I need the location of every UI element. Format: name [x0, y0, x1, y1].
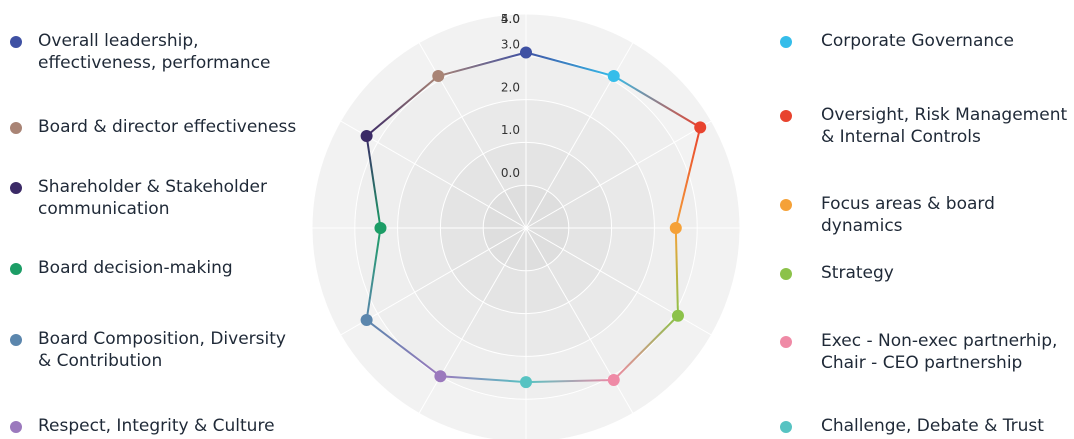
legend-item: Shareholder & Stakeholder communication	[0, 176, 320, 220]
legend-marker-icon	[780, 199, 792, 211]
legend-marker-icon	[780, 336, 792, 348]
radar-segment	[365, 135, 382, 229]
legend-marker-icon	[780, 421, 792, 433]
radar-segment	[674, 227, 679, 316]
radar-point	[671, 309, 684, 322]
legend-label: Respect, Integrity & Culture	[38, 416, 275, 436]
legend-item: Oversight, Risk Management & Internal Co…	[770, 104, 1074, 148]
radar-point	[432, 70, 445, 83]
legend-marker-icon	[10, 36, 22, 48]
radar-bands	[311, 13, 741, 439]
legend-item: Exec - Non-exec partnerhip, Chair - CEO …	[770, 330, 1074, 374]
radar-point	[434, 370, 447, 383]
radar-series-points	[360, 46, 707, 389]
radar-spoke	[418, 227, 527, 414]
legend-label: Board & director effectiveness	[38, 117, 297, 137]
radial-tick-label: 4.0	[501, 12, 520, 26]
legend-label: Exec - Non-exec partnerhip, Chair - CEO …	[821, 331, 1058, 373]
radial-tick-label: 2.0	[501, 80, 520, 94]
radar-segment	[525, 378, 614, 384]
radar-point	[520, 46, 532, 59]
legend-label: Shareholder & Stakeholder communication	[38, 177, 267, 219]
radar-segment	[674, 127, 702, 229]
legend-label: Corporate Governance	[821, 31, 1014, 51]
radar-point	[607, 373, 620, 386]
legend-item: Board & director effectiveness	[0, 116, 320, 138]
legend-marker-icon	[10, 334, 22, 346]
radial-tick-label: 5.0	[501, 12, 520, 26]
legend-marker-icon	[10, 122, 22, 134]
radar-segment	[613, 315, 679, 381]
legend-label: Challenge, Debate & Trust	[821, 416, 1044, 436]
legend-label: Focus areas & board dynamics	[821, 194, 995, 236]
legend-label: Strategy	[821, 263, 894, 283]
legend-label: Overall leadership, effectiveness, perfo…	[38, 31, 271, 73]
radar-segment	[365, 75, 439, 137]
radar-series-segments	[365, 51, 702, 384]
radar-point	[360, 129, 373, 142]
radar-point	[520, 376, 532, 389]
radar-segment	[440, 375, 527, 384]
legend-item: Challenge, Debate & Trust	[770, 415, 1074, 437]
radar-point	[607, 70, 620, 83]
legend-item: Board decision-making	[0, 257, 320, 279]
radar-point	[374, 222, 387, 234]
legend-marker-icon	[10, 182, 22, 194]
radar-spoke	[525, 120, 712, 229]
radial-tick-label: 0.0	[501, 166, 520, 180]
radar-segment	[366, 319, 442, 378]
legend-marker-icon	[10, 421, 22, 433]
radar-segment	[525, 51, 614, 77]
legend-marker-icon	[780, 268, 792, 280]
legend-marker-icon	[780, 110, 792, 122]
radial-tick-label: 3.0	[501, 38, 520, 52]
legend-marker-icon	[10, 263, 22, 275]
legend-item: Board Composition, Diversity & Contribut…	[0, 328, 320, 372]
radar-point	[669, 222, 682, 234]
radar-point	[360, 314, 373, 327]
legend-marker-icon	[780, 36, 792, 48]
radar-segment	[613, 75, 701, 129]
legend-right: Corporate Governance Oversight, Risk Mana…	[770, 0, 1074, 439]
legend-label: Board decision-making	[38, 258, 233, 278]
radar-segment	[438, 51, 527, 77]
radar-segment	[365, 227, 382, 321]
legend-item: Focus areas & board dynamics	[770, 193, 1074, 237]
legend-item: Respect, Integrity & Culture	[0, 415, 320, 437]
legend-item: Overall leadership, effectiveness, perfo…	[0, 30, 320, 74]
radar-point	[694, 121, 707, 134]
legend-label: Oversight, Risk Management & Internal Co…	[821, 105, 1068, 147]
legend-label: Board Composition, Diversity & Contribut…	[38, 329, 286, 371]
legend-item: Corporate Governance	[770, 30, 1074, 52]
legend-item: Strategy	[770, 262, 1074, 284]
radial-tick-labels: 0.0 1.0 2.0 3.0 4.05.0	[501, 12, 520, 180]
legend-left: Overall leadership, effectiveness, perfo…	[0, 0, 320, 439]
radial-tick-label: 1.0	[501, 123, 520, 137]
